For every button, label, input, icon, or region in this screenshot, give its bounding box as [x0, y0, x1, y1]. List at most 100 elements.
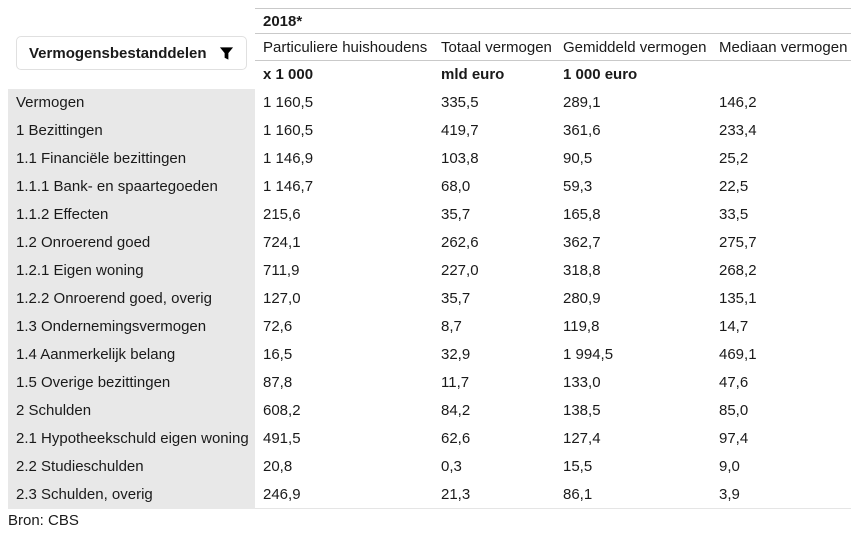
value-cell: 47,6	[719, 374, 749, 391]
value-cell: 14,7	[719, 318, 749, 335]
period-header: 2018*	[255, 8, 851, 34]
value-cell: 97,4	[719, 430, 749, 447]
value-cell: 32,9	[441, 346, 471, 363]
table-row: 1.2 Onroerend goed 724,1 262,6 362,7 275,7	[8, 228, 851, 257]
filter-button[interactable]: Vermogensbestanddelen	[16, 36, 247, 70]
row-label: 2.2 Studieschulden	[8, 452, 255, 481]
value-cell: 103,8	[441, 150, 479, 167]
column-header-row: Particuliere huishoudens Totaal vermogen G…	[8, 33, 851, 61]
table-row: 2.1 Hypotheekschuld eigen woning 491,5 62,…	[8, 424, 851, 453]
table-row: Vermogen 1 160,5 335,5 289,1 146,2	[8, 88, 851, 117]
value-cell: 268,2	[719, 262, 757, 279]
value-cell: 608,2	[263, 402, 301, 419]
value-cell: 335,5	[441, 94, 479, 111]
value-cell: 33,5	[719, 206, 749, 223]
value-cell: 133,0	[563, 374, 601, 391]
value-cell: 21,3	[433, 480, 555, 509]
value-cell: 11,7	[441, 374, 470, 391]
value-cell: 318,8	[563, 262, 601, 279]
value-cell: 262,6	[441, 234, 479, 251]
row-label: Vermogen	[8, 88, 255, 117]
value-cell: 15,5	[563, 458, 593, 475]
column-header: Totaal vermogen	[433, 33, 555, 61]
value-cell: 227,0	[441, 262, 479, 279]
value-cell: 0,3	[441, 458, 462, 475]
value-cell: 62,6	[441, 430, 471, 447]
table-row: 1.2.2 Onroerend goed, overig 127,0 35,7 280…	[8, 284, 851, 313]
table-row: 2.2 Studieschulden 20,8 0,3 15,5 9,0	[8, 452, 851, 481]
value-cell: 16,5	[263, 346, 293, 363]
value-cell: 35,7	[441, 290, 471, 307]
row-label: 1.4 Aanmerkelijk belang	[8, 340, 255, 369]
value-cell: 362,7	[563, 234, 601, 251]
row-label: 1.2.1 Eigen woning	[8, 256, 255, 285]
value-cell: 135,1	[719, 290, 757, 307]
value-cell: 68,0	[441, 178, 471, 195]
value-cell: 3,9	[711, 480, 851, 509]
filter-button-label: Vermogensbestanddelen	[29, 44, 207, 62]
period-row: 2018*	[8, 8, 851, 34]
row-label: 1.2 Onroerend goed	[8, 228, 255, 257]
header-spacer-cell	[8, 34, 255, 61]
row-label: 1.5 Overige bezittingen	[8, 368, 255, 397]
row-label: 1.2.2 Onroerend goed, overig	[8, 284, 255, 313]
value-cell: 86,1	[555, 480, 711, 509]
value-cell: 711,9	[263, 262, 300, 279]
column-unit: x 1 000	[263, 66, 314, 84]
value-cell: 1 146,9	[263, 150, 314, 167]
value-cell: 9,0	[719, 458, 740, 475]
value-cell: 127,4	[563, 430, 601, 447]
row-label: 2.3 Schulden, overig	[8, 480, 255, 509]
value-cell: 1 160,5	[263, 122, 314, 139]
value-cell: 1 146,7	[263, 178, 314, 195]
table-row: 2.3 Schulden, overig 246,9 21,3 86,1 3,9	[8, 480, 851, 509]
value-cell: 119,8	[563, 318, 600, 335]
value-cell: 275,7	[719, 234, 757, 251]
table-row: 1 Bezittingen 1 160,5 419,7 361,6 233,4	[8, 116, 851, 145]
value-cell: 85,0	[719, 402, 749, 419]
value-cell: 165,8	[563, 206, 601, 223]
column-unit	[711, 61, 851, 89]
value-cell: 8,7	[441, 318, 462, 335]
table-row: 1.3 Ondernemingsvermogen 72,6 8,7 119,8 14,7	[8, 312, 851, 341]
value-cell: 84,2	[441, 402, 471, 419]
row-label: 1.1 Financiële bezittingen	[8, 144, 255, 173]
table-row: 1.1.2 Effecten 215,6 35,7 165,8 33,5	[8, 200, 851, 229]
value-cell: 289,1	[563, 94, 601, 111]
value-cell: 35,7	[441, 206, 471, 223]
value-cell: 90,5	[563, 150, 593, 167]
value-cell: 72,6	[263, 318, 293, 335]
column-header: Gemiddeld vermogen	[555, 33, 711, 61]
column-unit: 1 000 euro	[563, 66, 638, 84]
column-unit: mld euro	[441, 66, 505, 84]
filter-funnel-icon	[219, 46, 234, 61]
value-cell: 138,5	[563, 402, 601, 419]
value-cell: 1 160,5	[263, 94, 314, 111]
value-cell: 361,6	[563, 122, 601, 139]
table-row: 1.2.1 Eigen woning 711,9 227,0 318,8 268,2	[8, 256, 851, 285]
row-label: 1.1.1 Bank- en spaartegoeden	[8, 172, 255, 201]
table-row: 1.5 Overige bezittingen 87,8 11,7 133,0 47,6	[8, 368, 851, 397]
value-cell: 233,4	[719, 122, 757, 139]
column-header: Mediaan vermogen	[711, 33, 851, 61]
value-cell: 127,0	[263, 290, 301, 307]
value-cell: 246,9	[255, 480, 433, 509]
value-cell: 469,1	[719, 346, 757, 363]
row-label: 1.1.2 Effecten	[8, 200, 255, 229]
table-row: 1.4 Aanmerkelijk belang 16,5 32,9 1 994,5 46…	[8, 340, 851, 369]
table-row: 1.1 Financiële bezittingen 1 146,9 103,8 90…	[8, 144, 851, 173]
value-cell: 215,6	[263, 206, 301, 223]
table-row: 2 Schulden 608,2 84,2 138,5 85,0	[8, 396, 851, 425]
value-cell: 146,2	[719, 94, 757, 111]
value-cell: 87,8	[263, 374, 293, 391]
unit-row: x 1 000 mld euro 1 000 euro	[8, 61, 851, 89]
value-cell: 419,7	[441, 122, 479, 139]
row-label: 2 Schulden	[8, 396, 255, 425]
data-table: 2018* Particuliere huishoudens Totaal ver…	[8, 8, 851, 509]
value-cell: 1 994,5	[563, 346, 614, 363]
header-spacer-cell	[8, 9, 255, 34]
source-note: Bron: CBS	[8, 512, 79, 529]
row-label: 2.1 Hypotheekschuld eigen woning	[8, 424, 255, 453]
row-label: 1 Bezittingen	[8, 116, 255, 145]
